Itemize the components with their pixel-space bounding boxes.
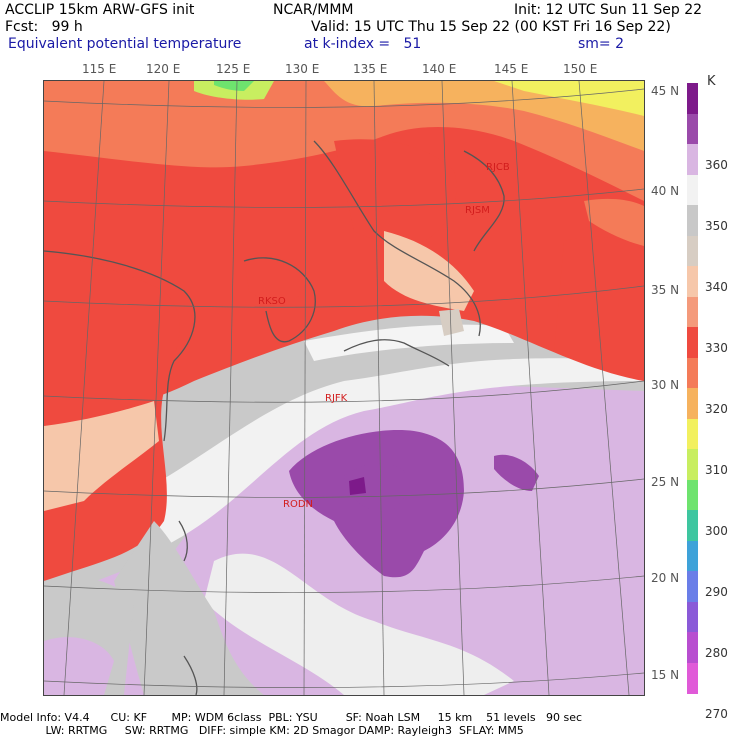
model-info-line1: Model Info: V4.4 CU: KF MP: WDM 6class P…: [0, 711, 583, 724]
lon-label: 140 E: [422, 62, 457, 76]
station-label: RJSM: [465, 205, 490, 216]
lat-label: 35 N: [651, 283, 680, 297]
colorbar-swatch: [687, 235, 698, 267]
lat-label: 45 N: [651, 84, 680, 98]
colorbar-swatch: [687, 510, 698, 541]
lon-label: 120 E: [146, 62, 181, 76]
colorbar-tick: 280: [705, 646, 728, 660]
colorbar-swatch: [687, 418, 698, 450]
colorbar-tick: 330: [705, 341, 728, 355]
forecast-hour: Fcst: 99 h: [5, 19, 83, 35]
field-name: Equivalent potential temperature: [8, 36, 242, 52]
theta-e-map: [43, 80, 645, 696]
colorbar-tick: 310: [705, 463, 728, 477]
lat-label: 40 N: [651, 184, 680, 198]
lat-label: 30 N: [651, 378, 680, 392]
colorbar-unit: K: [707, 74, 716, 89]
lon-label: 125 E: [216, 62, 251, 76]
station-label: RKSO: [258, 296, 286, 307]
colorbar-tick: 320: [705, 402, 728, 416]
lat-label: 25 N: [651, 475, 680, 489]
colorbar-swatch: [687, 357, 698, 389]
valid-time: Valid: 15 UTC Thu 15 Sep 22 (00 KST Fri …: [311, 19, 671, 35]
colorbar-tick: 290: [705, 585, 728, 599]
colorbar-swatch: [687, 540, 698, 572]
colorbar-tick: 270: [705, 707, 728, 721]
colorbar-swatch: [687, 449, 698, 480]
station-label: RJCB: [486, 162, 510, 173]
lat-label: 20 N: [651, 571, 680, 585]
colorbar-swatch: [687, 601, 698, 633]
colorbar-tick: 340: [705, 280, 728, 294]
title-center: NCAR/MMM: [273, 2, 354, 18]
title-model: ACCLIP 15km ARW-GFS init: [5, 2, 195, 18]
lat-label: 15 N: [651, 668, 680, 682]
lon-label: 145 E: [494, 62, 529, 76]
init-time: Init: 12 UTC Sun 11 Sep 22: [514, 2, 703, 18]
lon-label: 115 E: [82, 62, 117, 76]
lon-label: 150 E: [563, 62, 598, 76]
colorbar-swatch: [687, 174, 698, 206]
colorbar-swatch: [687, 296, 698, 328]
colorbar-swatch: [687, 479, 698, 511]
colorbar-swatch: [687, 662, 698, 694]
colorbar-swatch: [687, 205, 698, 236]
model-info-line2: LW: RRTMG SW: RRTMG DIFF: simple KM: 2D …: [0, 724, 524, 737]
colorbar-swatch: [687, 266, 698, 297]
colorbar-swatch: [687, 113, 698, 145]
colorbar-tick: 300: [705, 524, 728, 538]
smoothing: sm= 2: [578, 36, 625, 52]
colorbar-swatch: [687, 144, 698, 175]
k-index: at k-index = 51: [304, 36, 422, 52]
colorbar-swatch: [687, 83, 698, 114]
station-label: RJFK: [325, 393, 348, 404]
colorbar-swatch: [687, 388, 698, 419]
colorbar-tick: 350: [705, 219, 728, 233]
lon-label: 130 E: [285, 62, 320, 76]
lon-label: 135 E: [353, 62, 388, 76]
colorbar-swatch: [687, 632, 698, 663]
station-label: RODN: [283, 499, 313, 510]
colorbar-tick: 360: [705, 158, 728, 172]
colorbar: [687, 83, 698, 694]
colorbar-swatch: [687, 571, 698, 602]
colorbar-swatch: [687, 327, 698, 358]
